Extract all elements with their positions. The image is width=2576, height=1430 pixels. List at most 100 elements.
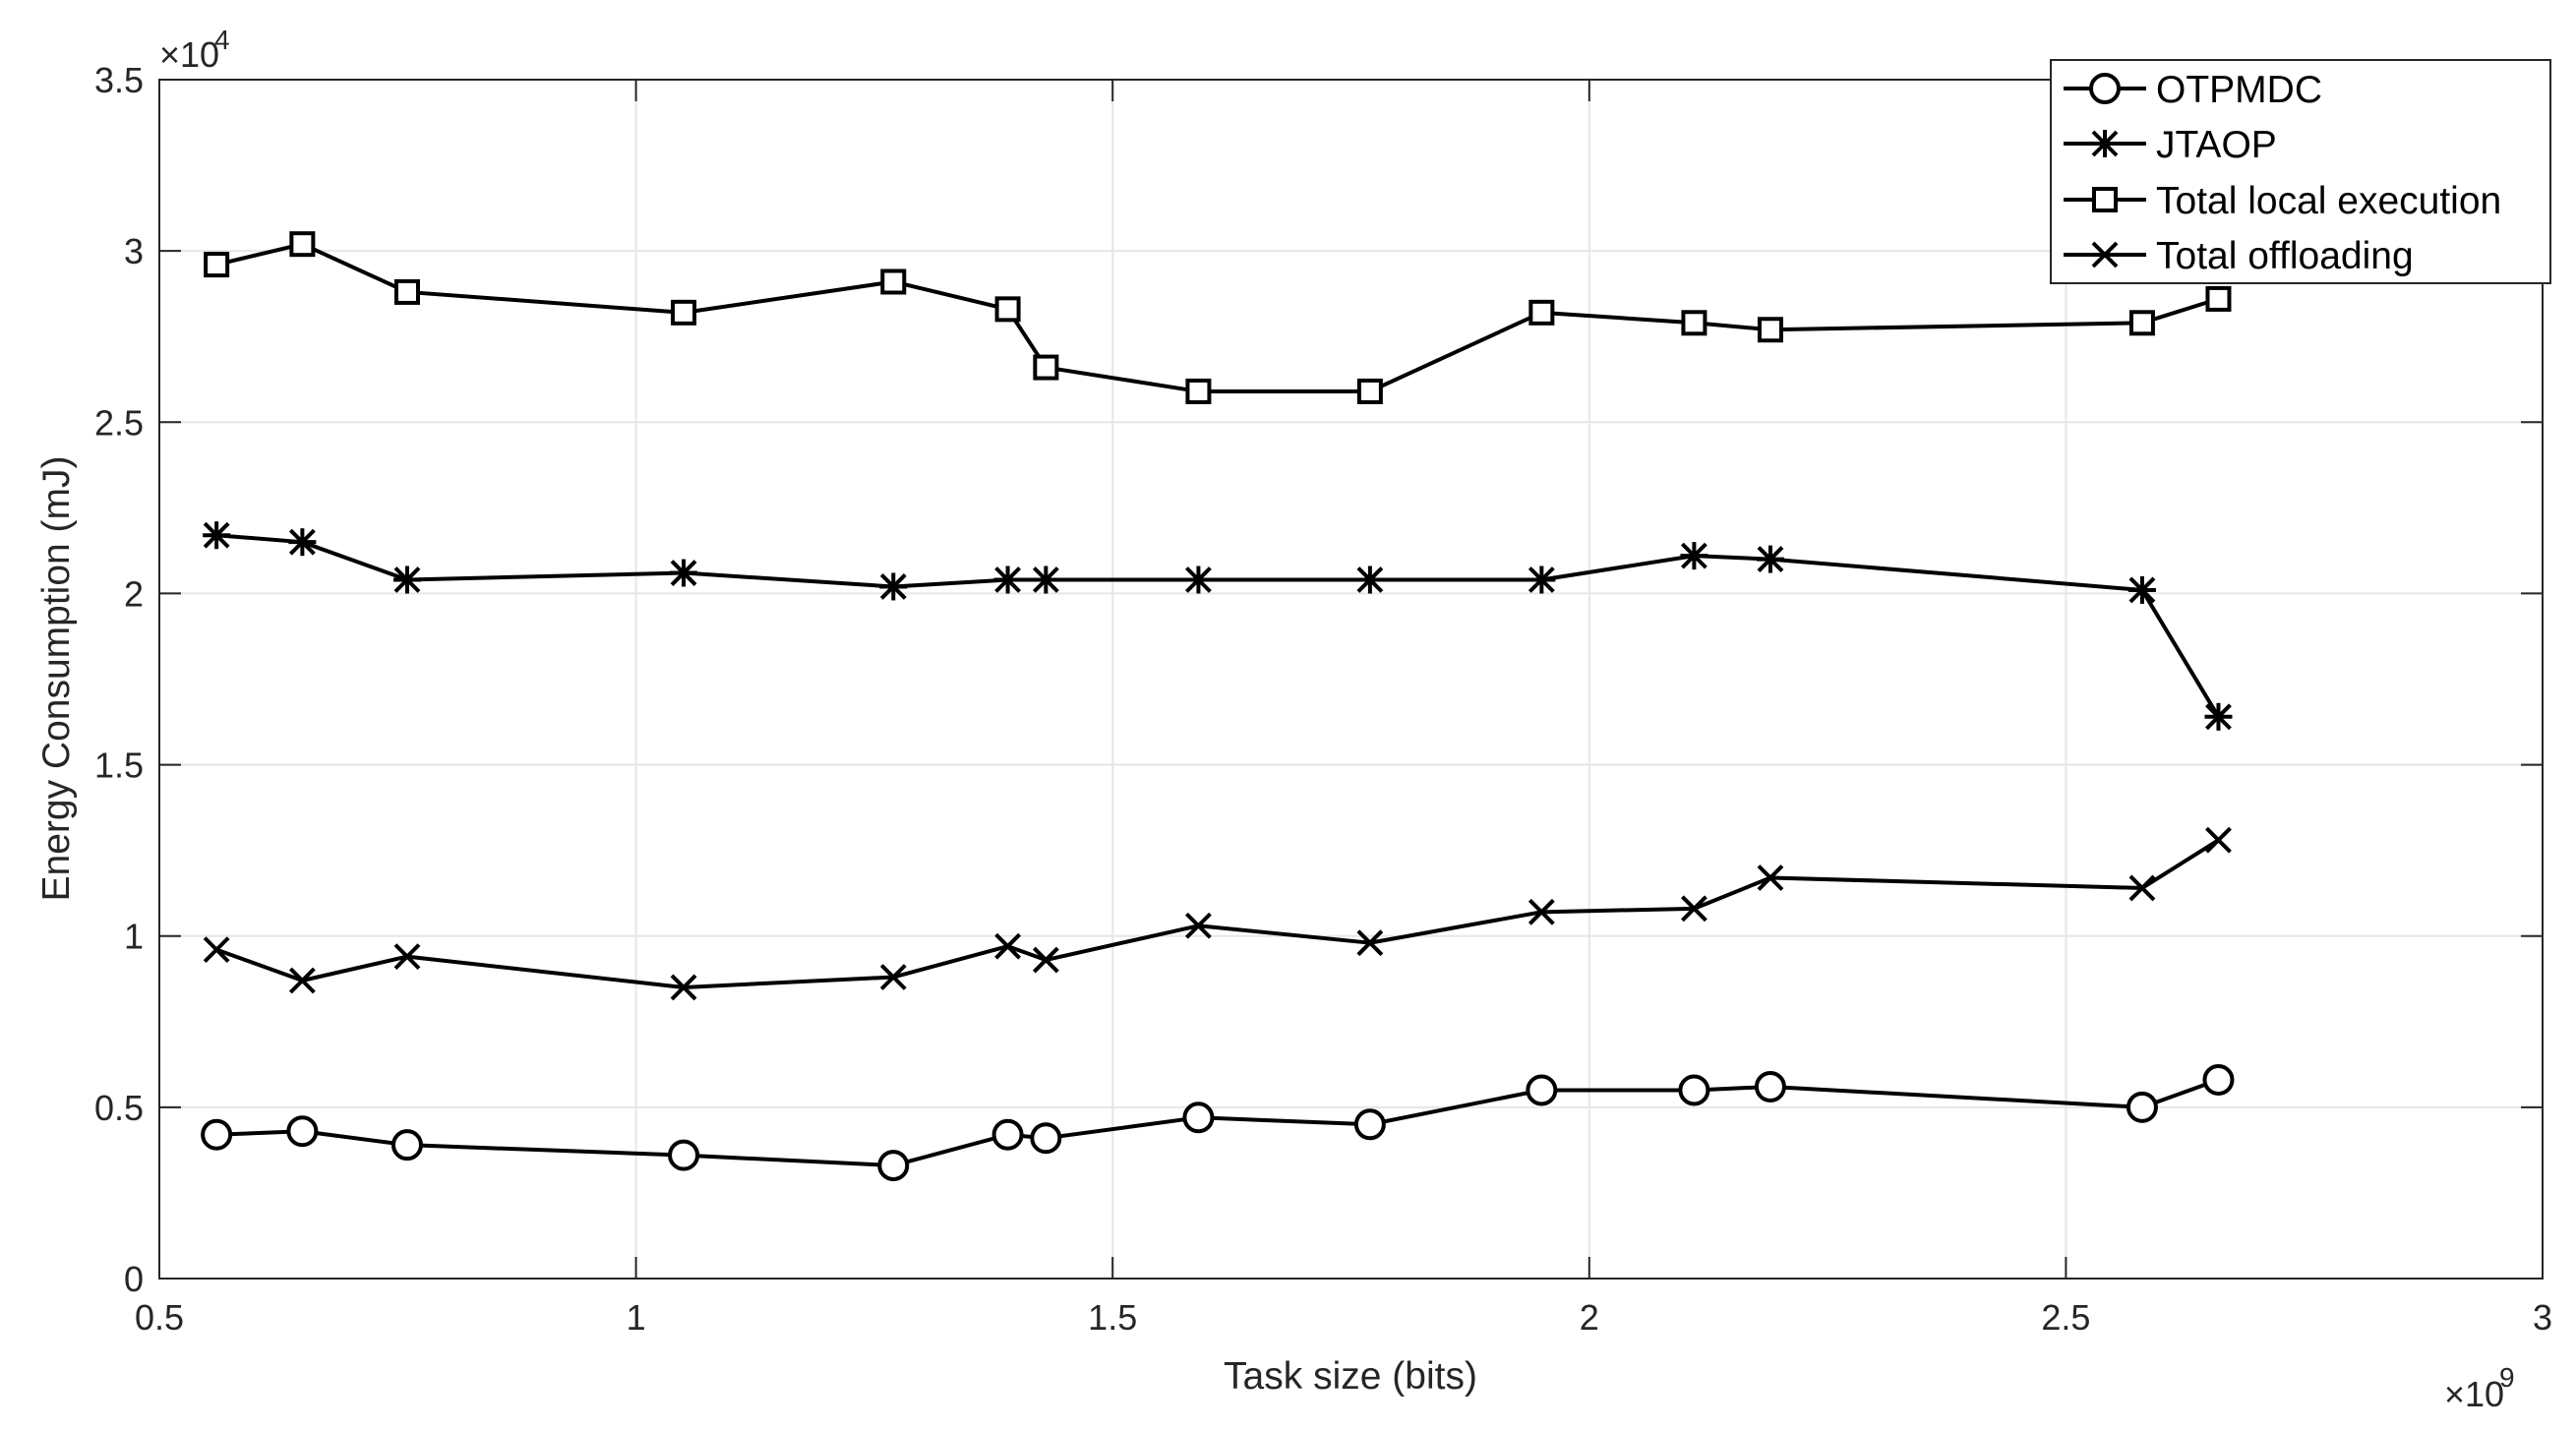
y-tick-label-6: 3 — [124, 231, 144, 271]
x-tick-label-2: 1.5 — [1088, 1297, 1137, 1338]
series-lines — [201, 231, 2235, 1182]
legend-item-2: Total local execution — [2064, 180, 2501, 222]
y-tick-label-1: 0.5 — [94, 1088, 144, 1128]
data-point — [994, 932, 1022, 960]
data-point — [1681, 310, 1707, 336]
data-point — [994, 296, 1021, 323]
legend-box — [2050, 59, 2551, 284]
data-point — [1353, 1108, 1386, 1141]
data-point — [993, 566, 1022, 594]
data-point — [880, 268, 907, 295]
data-point — [1526, 1074, 1558, 1106]
data-point — [286, 1115, 319, 1148]
legend-item-3: Total offloading — [2064, 235, 2414, 277]
data-point — [670, 559, 698, 587]
legend: OTPMDC JTAOP Total local execution Total of… — [2050, 59, 2551, 284]
data-point — [201, 1118, 233, 1151]
data-point — [288, 967, 316, 994]
data-point — [204, 252, 230, 278]
data-point — [1680, 542, 1708, 570]
data-point — [991, 1118, 1024, 1151]
x-axis-multiplier: ×10 9 — [2444, 1362, 2515, 1414]
data-point — [393, 943, 421, 971]
y-multiplier-base: ×10 — [159, 34, 219, 75]
data-point — [1033, 354, 1059, 381]
x-multiplier-base: ×10 — [2444, 1374, 2504, 1414]
data-point — [390, 1129, 423, 1162]
data-point — [879, 572, 908, 601]
legend-marker — [2091, 241, 2119, 268]
data-point — [1356, 929, 1384, 957]
x-tick-label-4: 2.5 — [2041, 1297, 2090, 1338]
data-point — [671, 299, 697, 326]
data-point — [1182, 1102, 1215, 1134]
legend-label: Total local execution — [2156, 180, 2501, 222]
series-jtaop — [203, 521, 2233, 731]
data-point — [2205, 285, 2232, 312]
legend-items: OTPMDC JTAOP Total local execution Total of… — [2064, 69, 2501, 277]
data-point — [2126, 1091, 2158, 1123]
data-point — [1185, 378, 1212, 404]
legend-marker — [2092, 187, 2118, 212]
y-tick-label-3: 1.5 — [94, 745, 144, 786]
axis-ticks — [158, 79, 2544, 1280]
x-tick-labels: 0.5 1 1.5 2 2.5 3 — [135, 1297, 2552, 1338]
data-point — [1680, 895, 1707, 923]
y-tick-label-0: 0 — [124, 1259, 144, 1299]
series-total-offloading — [203, 826, 2232, 1001]
x-multiplier-exponent: 9 — [2499, 1362, 2515, 1393]
data-point — [392, 566, 421, 594]
data-point — [203, 521, 231, 550]
data-point — [2204, 702, 2233, 731]
data-point — [393, 278, 420, 305]
legend-label: OTPMDC — [2156, 69, 2322, 111]
data-point — [1184, 566, 1213, 594]
data-point — [879, 964, 907, 990]
series-otpmdc — [201, 1063, 2235, 1182]
x-tick-label-3: 2 — [1580, 1297, 1599, 1338]
data-point — [1030, 1122, 1062, 1155]
y-tick-label-4: 2 — [124, 573, 144, 614]
data-point — [1757, 317, 1783, 343]
data-point — [1756, 545, 1784, 573]
y-tick-label-7: 3.5 — [94, 60, 144, 100]
legend-label: JTAOP — [2156, 124, 2277, 166]
data-point — [289, 231, 316, 258]
data-point — [1355, 566, 1384, 594]
data-point — [2205, 826, 2232, 854]
data-point — [1032, 946, 1059, 974]
y-tick-label-5: 2.5 — [94, 402, 144, 443]
data-point — [2127, 575, 2156, 604]
x-axis-label: Task size (bits) — [1224, 1355, 1477, 1398]
x-tick-label-0: 0.5 — [135, 1297, 184, 1338]
data-point — [2128, 874, 2156, 902]
series-total-local-execution — [204, 231, 2232, 404]
legend-item-0: OTPMDC — [2064, 69, 2322, 111]
legend-marker — [2089, 73, 2121, 104]
y-multiplier-exponent: 4 — [214, 25, 230, 55]
x-tick-label-5: 3 — [2533, 1297, 2552, 1338]
data-point — [1528, 299, 1555, 326]
plot-frame — [158, 79, 2544, 1280]
data-point — [670, 974, 697, 1001]
y-axis-label: Energy Consumption (mJ) — [35, 456, 78, 902]
data-point — [2128, 310, 2155, 336]
data-point — [1356, 378, 1383, 404]
data-point — [877, 1150, 910, 1182]
data-point — [1528, 898, 1555, 925]
y-tick-labels: 0 0.5 1 1.5 2 2.5 3 3.5 — [94, 60, 144, 1299]
y-tick-label-2: 1 — [124, 917, 144, 957]
data-point — [288, 528, 317, 557]
data-point — [2202, 1063, 2235, 1096]
y-axis-multiplier: ×10 4 — [159, 25, 230, 75]
data-point — [203, 936, 230, 964]
data-point — [1528, 566, 1556, 594]
legend-marker — [2091, 130, 2119, 157]
data-point — [1757, 864, 1784, 891]
legend-item-1: JTAOP — [2064, 124, 2277, 166]
x-tick-label-1: 1 — [627, 1297, 646, 1338]
data-point — [668, 1139, 700, 1171]
data-point — [1678, 1074, 1710, 1106]
legend-label: Total offloading — [2156, 235, 2414, 277]
